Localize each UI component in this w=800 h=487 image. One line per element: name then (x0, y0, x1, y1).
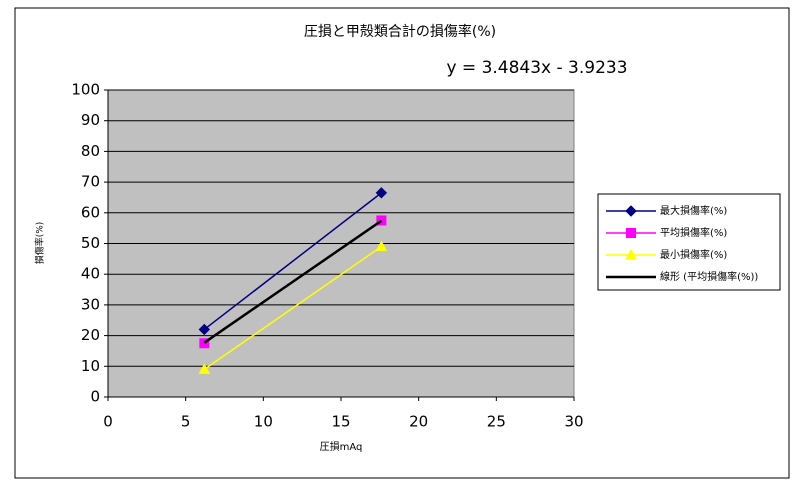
legend-label: 平均損傷率(%) (660, 226, 727, 239)
trendline-equation: y = 3.4843x - 3.9233 (446, 58, 627, 78)
legend-marker (625, 248, 637, 260)
x-tick-label: 20 (409, 413, 428, 431)
series-line (203, 219, 383, 344)
legend-marker (625, 205, 637, 217)
series-line (203, 192, 382, 331)
y-tick-label: 80 (81, 142, 100, 160)
y-tick-label: 90 (81, 111, 100, 129)
y-tick-label: 0 (90, 388, 100, 406)
y-tick-label: 60 (81, 203, 100, 221)
x-axis-label: 圧損mAq (320, 440, 363, 453)
y-tick-label: 70 (81, 173, 100, 191)
legend-label: 線形 (平均損傷率(%)) (660, 270, 758, 283)
y-tick-label: 100 (71, 81, 100, 99)
marker (199, 338, 210, 349)
y-tick-label: 30 (81, 295, 100, 313)
marker (376, 215, 387, 226)
marker (375, 240, 388, 252)
x-tick-label: 25 (487, 413, 506, 431)
marker (198, 323, 211, 336)
y-tick-label: 50 (81, 234, 100, 252)
legend-label: 最大損傷率(%) (660, 204, 727, 217)
legend-marker (626, 228, 636, 238)
marker (375, 187, 388, 199)
chart-title: 圧損と甲殻類合計の損傷率(%) (304, 23, 496, 40)
x-tick-label: 15 (331, 413, 350, 431)
y-tick-label: 40 (81, 265, 100, 283)
y-tick-label: 10 (81, 357, 100, 375)
x-tick-label: 10 (254, 413, 273, 431)
x-tick-label: 0 (103, 413, 113, 431)
y-axis-label: 損傷率(%) (34, 222, 46, 265)
x-tick-label: 30 (564, 413, 583, 431)
legend-label: 最小損傷率(%) (660, 248, 727, 261)
marker (198, 363, 211, 374)
y-tick-label: 20 (81, 326, 100, 344)
x-tick-label: 5 (181, 413, 191, 431)
series-line (203, 245, 382, 370)
